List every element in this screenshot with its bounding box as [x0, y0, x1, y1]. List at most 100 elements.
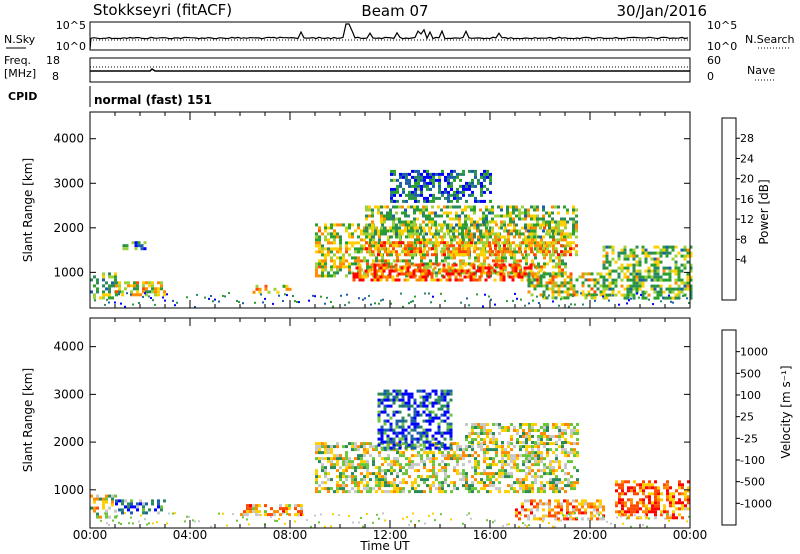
power-echo-cell — [641, 296, 645, 300]
velocity-echo-cell — [636, 483, 639, 487]
power-echo-cell — [569, 241, 572, 245]
power-echo-cell — [373, 269, 377, 273]
power-echo-cell — [478, 266, 482, 270]
velocity-echo-cell — [360, 454, 363, 458]
power-echo-cell — [447, 184, 450, 188]
power-echo-cell — [363, 244, 366, 248]
power-echo-cell — [628, 299, 630, 302]
power-echo-cell — [345, 226, 348, 230]
power-echo-cell — [389, 217, 392, 221]
velocity-echo-cell — [486, 519, 488, 522]
power-echo-cell — [437, 229, 440, 233]
velocity-echo-cell — [543, 484, 546, 488]
power-echo-cell — [428, 247, 431, 251]
power-echo-cell — [413, 205, 416, 209]
velocity-echo-cell — [425, 446, 429, 450]
power-echo-cell — [510, 229, 513, 233]
power-echo-cell — [572, 220, 575, 224]
power-echo-cell — [292, 295, 294, 297]
velocity-echo-cell — [114, 515, 117, 519]
velocity-echo-cell — [453, 484, 456, 488]
velocity-echo-cell — [483, 429, 486, 432]
velocity-echo-cell — [525, 435, 528, 438]
power-echo-cell — [447, 172, 450, 176]
power-echo-cell — [390, 193, 393, 197]
power-echo-cell — [656, 272, 660, 276]
power-echo-cell — [468, 169, 471, 173]
velocity-echo-cell — [446, 425, 450, 429]
power-echo-cell — [483, 169, 486, 173]
velocity-echo-cell — [642, 480, 645, 484]
velocity-echo-cell — [174, 512, 176, 515]
power-echo-cell — [641, 245, 645, 249]
velocity-echo-cell — [318, 448, 321, 452]
power-echo-cell — [674, 254, 678, 258]
power-echo-cell — [462, 223, 465, 227]
power-echo-cell — [563, 281, 567, 285]
velocity-echo-cell — [510, 448, 513, 452]
power-echo-cell — [623, 272, 627, 276]
velocity-echo-cell — [372, 445, 375, 449]
power-echo-cell — [136, 284, 139, 288]
power-echo-cell — [683, 287, 687, 291]
velocity-echo-cell — [324, 481, 327, 485]
velocity-echo-cell — [530, 499, 533, 503]
power-echo-cell — [497, 241, 500, 245]
power-echo-cell — [458, 232, 461, 236]
velocity-ylabel: Slant Range [km] — [21, 368, 35, 472]
velocity-echo-cell — [663, 510, 666, 514]
power-echo-cell — [440, 208, 443, 212]
velocity-echo-cell — [410, 443, 414, 447]
power-echo-cell — [366, 271, 369, 275]
velocity-echo-cell — [443, 443, 447, 447]
velocity-echo-cell — [525, 475, 528, 479]
velocity-echo-cell — [657, 498, 660, 502]
velocity-echo-cell — [407, 443, 411, 447]
power-echo-cell — [635, 272, 639, 276]
power-echo-cell — [352, 275, 356, 279]
velocity-echo-cell — [236, 519, 238, 522]
velocity-echo-cell — [569, 514, 572, 518]
velocity-echo-cell — [332, 513, 334, 516]
power-echo-cell — [524, 223, 527, 227]
power-echo-cell — [689, 266, 693, 270]
velocity-echo-cell — [576, 454, 579, 458]
power-echo-cell — [536, 275, 540, 279]
power-echo-cell — [474, 244, 477, 248]
velocity-echo-cell — [620, 515, 622, 518]
power-echo-cell — [402, 223, 405, 227]
power-echo-cell — [558, 238, 561, 242]
velocity-echo-cell — [561, 451, 564, 455]
power-echo-cell — [471, 169, 474, 173]
power-echo-cell — [602, 266, 606, 270]
power-echo-cell — [632, 269, 636, 273]
velocity-echo-cell — [572, 508, 575, 512]
velocity-echo-cell — [681, 501, 684, 505]
power-echo-cell — [468, 304, 470, 307]
power-echo-cell — [411, 184, 414, 188]
velocity-echo-cell — [528, 438, 531, 441]
velocity-echo-cell — [556, 514, 558, 517]
velocity-echo-cell — [389, 392, 393, 396]
power-echo-cell — [378, 259, 381, 263]
power-echo-cell — [387, 238, 390, 242]
power-echo-cell — [418, 269, 422, 273]
velocity-echo-cell — [527, 508, 530, 512]
power-echo-cell — [566, 250, 569, 254]
velocity-echo-cell — [315, 457, 318, 461]
power-echo-cell — [533, 232, 536, 236]
velocity-echo-cell — [447, 475, 450, 479]
velocity-echo-cell — [593, 502, 596, 506]
power-echo-cell — [521, 232, 524, 236]
velocity-echo-cell — [99, 515, 102, 519]
velocity-echo-cell — [593, 508, 596, 512]
velocity-echo-cell — [321, 466, 324, 470]
velocity-echo-cell — [483, 454, 486, 458]
velocity-echo-cell — [357, 454, 360, 458]
power-echo-cell — [398, 232, 401, 236]
velocity-echo-cell — [668, 519, 670, 522]
velocity-echo-cell — [393, 481, 396, 485]
power-echo-cell — [400, 269, 404, 273]
velocity-echo-cell — [318, 484, 321, 488]
power-echo-cell — [480, 190, 483, 194]
